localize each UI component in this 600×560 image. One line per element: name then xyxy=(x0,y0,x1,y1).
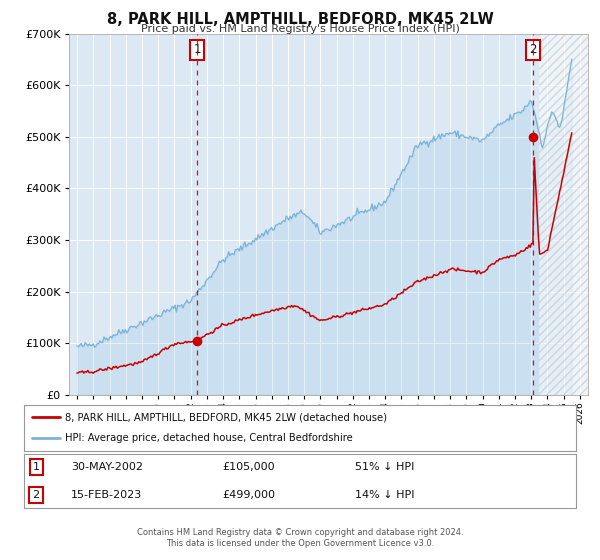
Text: Contains HM Land Registry data © Crown copyright and database right 2024.: Contains HM Land Registry data © Crown c… xyxy=(137,528,463,536)
Text: 2: 2 xyxy=(529,43,537,57)
Text: HPI: Average price, detached house, Central Bedfordshire: HPI: Average price, detached house, Cent… xyxy=(65,433,353,444)
Text: 1: 1 xyxy=(194,43,201,57)
Text: 15-FEB-2023: 15-FEB-2023 xyxy=(71,491,142,500)
Text: 51% ↓ HPI: 51% ↓ HPI xyxy=(355,462,415,472)
Text: 8, PARK HILL, AMPTHILL, BEDFORD, MK45 2LW: 8, PARK HILL, AMPTHILL, BEDFORD, MK45 2L… xyxy=(107,12,493,27)
Text: £499,000: £499,000 xyxy=(223,491,276,500)
Text: 1: 1 xyxy=(32,462,40,472)
Text: This data is licensed under the Open Government Licence v3.0.: This data is licensed under the Open Gov… xyxy=(166,539,434,548)
Text: Price paid vs. HM Land Registry's House Price Index (HPI): Price paid vs. HM Land Registry's House … xyxy=(140,24,460,34)
Text: 2: 2 xyxy=(32,491,40,500)
Text: 14% ↓ HPI: 14% ↓ HPI xyxy=(355,491,415,500)
Text: 8, PARK HILL, AMPTHILL, BEDFORD, MK45 2LW (detached house): 8, PARK HILL, AMPTHILL, BEDFORD, MK45 2L… xyxy=(65,412,388,422)
Text: £105,000: £105,000 xyxy=(223,462,275,472)
Text: 30-MAY-2002: 30-MAY-2002 xyxy=(71,462,143,472)
